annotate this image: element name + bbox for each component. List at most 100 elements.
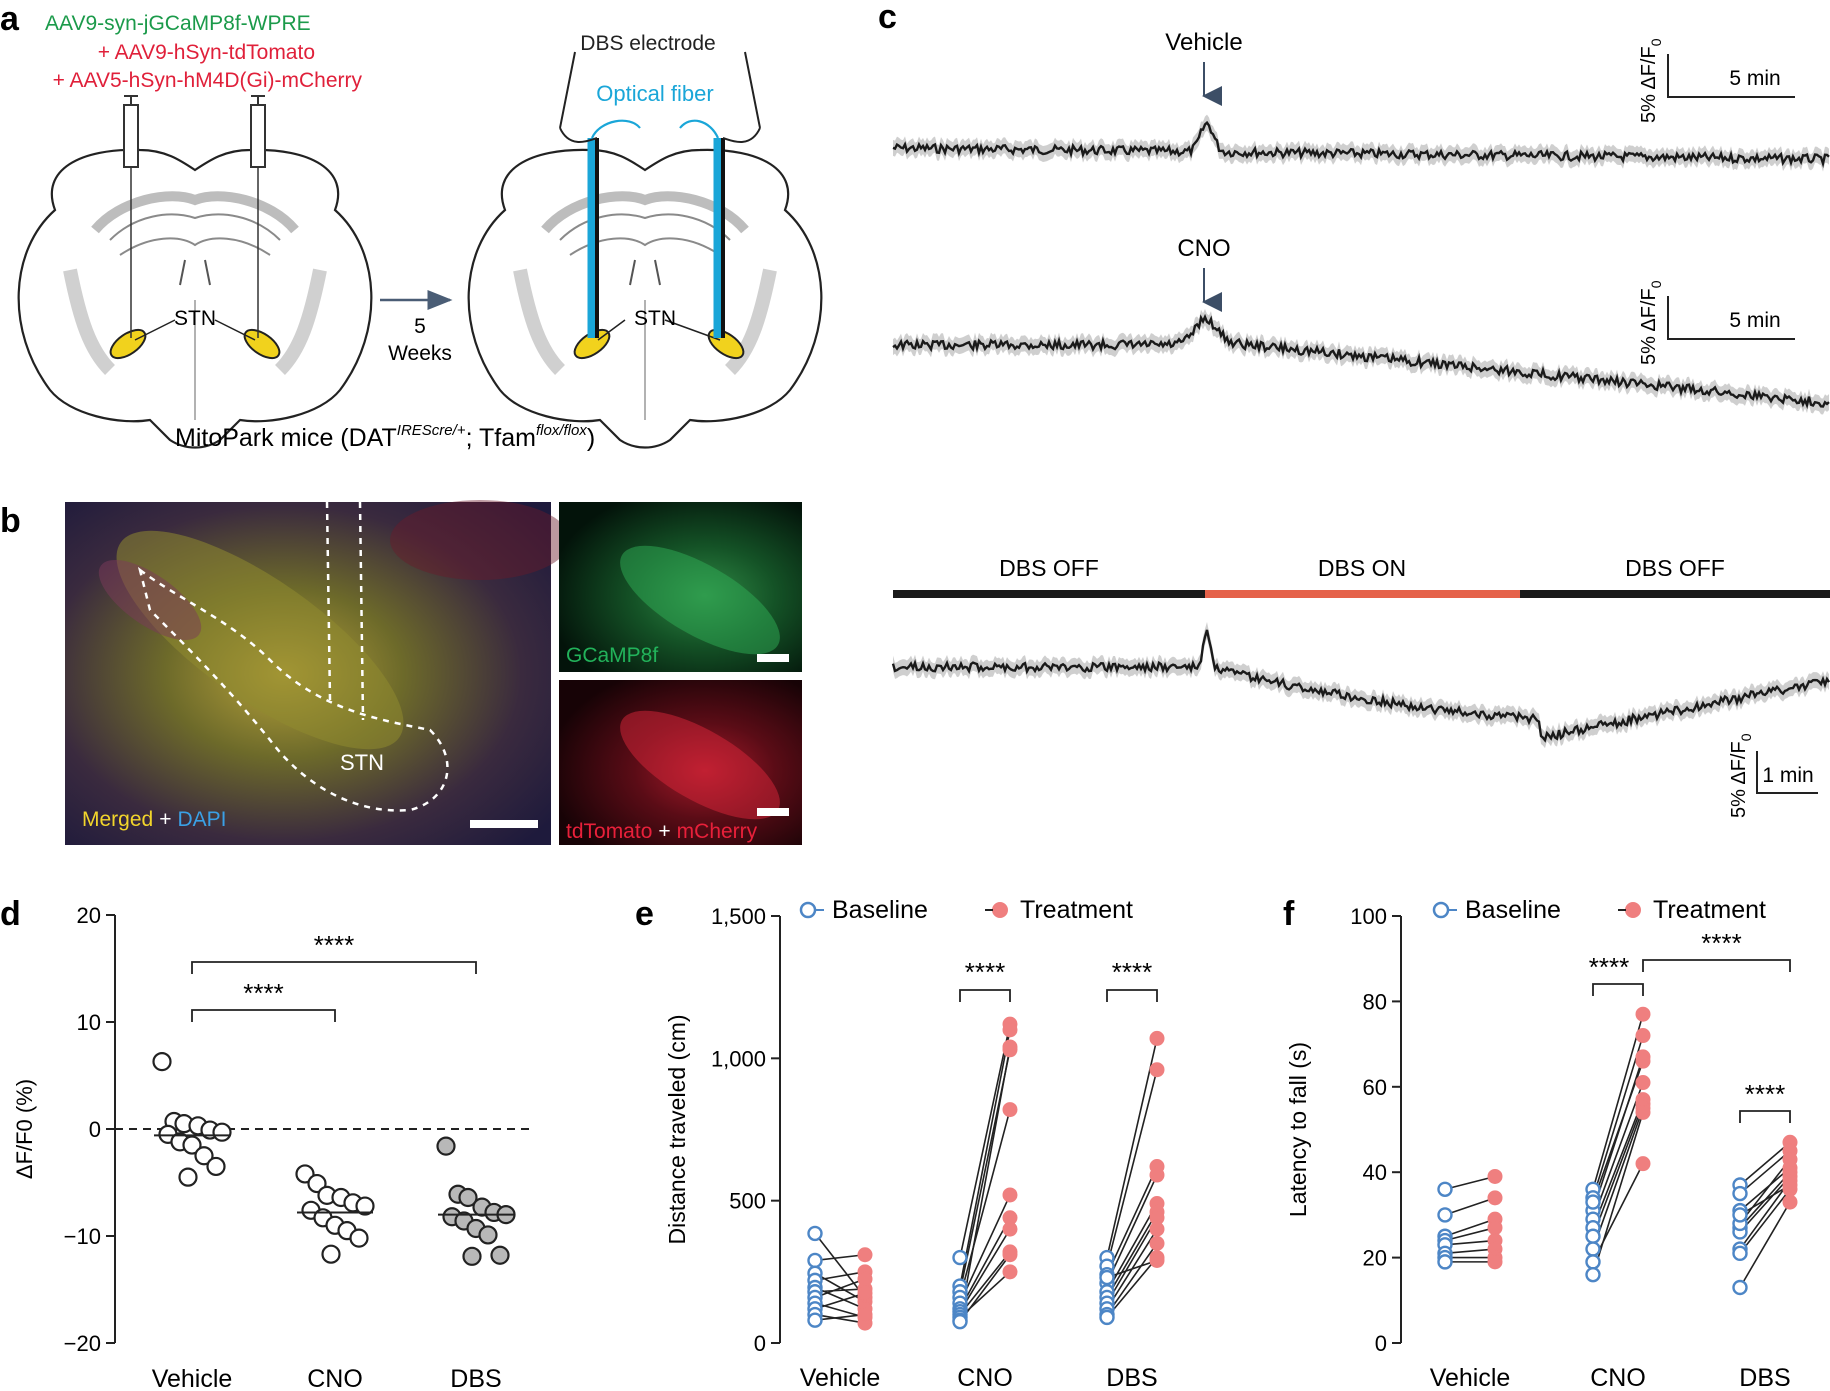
trace-label-vehicle: Vehicle [1165,29,1242,56]
e-pair-line [814,1288,866,1293]
trace-dbs-sem [893,621,1829,749]
dbs-electrode-left [587,138,599,338]
e-pair-line [1106,1259,1158,1279]
e-pair-line [959,1109,1011,1298]
e-y-tick-label: 0 [754,1331,766,1356]
e-sig-bracket [959,989,1011,1002]
d-point [478,1225,498,1245]
e-pair-line [959,1251,1011,1316]
trace-vehicle-sem [893,114,1829,172]
panel-b-micrographs [65,500,802,845]
scale-y-sub-2: 0 [1648,280,1664,288]
e-treatment-point [1149,1235,1165,1251]
f-sig-bracket [1592,983,1644,996]
mice-sup-2: flox/flox [536,422,587,439]
d-point [436,1136,456,1156]
e-pair-line [1106,1217,1158,1304]
e-y-tick-label: 1,500 [711,904,766,929]
f-pair-line [1592,1103,1644,1237]
stn-outline-dashed [137,566,449,812]
trace-cno-sem [893,308,1829,415]
optical-fiber-label: Optical fiber [596,81,713,106]
f-pair-line [1444,1226,1496,1242]
e-legend-treatment: Treatment [1020,896,1133,924]
e-treatment-point [1002,1039,1018,1055]
f-legend-treatment-marker [1625,902,1641,918]
f-baseline-point [1437,1181,1453,1197]
e-treatment-point [1002,1221,1018,1237]
scale-y-sub-1: 0 [1648,38,1664,46]
e-pair-line [814,1278,866,1299]
panel-a-schematic [17,51,823,449]
scale-y-label-2: 5% ΔF/F0 [1638,280,1664,365]
panel-letter-c: c [878,0,897,36]
f-baseline-point [1732,1279,1748,1296]
e-pair-line [814,1313,866,1322]
d-y-tick-label: −10 [64,1224,101,1249]
f-pair-line [1592,1082,1644,1220]
e-baseline-point [952,1313,968,1330]
e-pair-line [1106,1069,1158,1267]
f-legend-baseline-marker [1432,901,1450,919]
e-treatment-point [1002,1264,1018,1280]
f-treatment-point [1782,1194,1798,1210]
e-pair-line [959,1254,1011,1323]
f-y-tick-label: 20 [1363,1246,1387,1271]
f-baseline-point [1437,1254,1453,1270]
merged-scale-bar [470,820,538,828]
scale-bar-1 [1667,54,1795,98]
f-treatment-point [1487,1220,1503,1236]
stn-region-left-2 [243,328,281,360]
e-pair-line [959,1024,1011,1258]
e-pair-line [959,1046,1011,1321]
dbs-off-label-1: DBS OFF [999,555,1099,581]
e-baseline-point [807,1252,823,1269]
d-x-tick-label: DBS [450,1365,501,1391]
e-treatment-point [1149,1221,1165,1237]
f-treatment-point [1487,1168,1503,1184]
mcherry-label: mCherry [677,820,758,843]
syringe-left-1 [123,95,139,338]
f-y-tick-label: 80 [1363,989,1387,1014]
weeks-label: Weeks [388,342,452,365]
mice-mid: ; Tfam [466,424,536,452]
tdtomato-mcherry-label: tdTomato + mCherry [566,820,758,843]
f-pair-line [1592,1060,1644,1203]
f-legend-baseline: Baseline [1465,896,1561,924]
e-pair-line [959,1029,1011,1287]
d-y-tick-label: 20 [77,903,101,928]
d-point [462,1246,482,1266]
f-pair-line [1739,1175,1791,1233]
d-y-tick-label: 10 [77,1010,101,1035]
trace-label-cno: CNO [1177,235,1230,262]
stn-label-micrograph: STN [340,750,384,775]
f-baseline-point [1585,1266,1601,1283]
d-point [152,1051,172,1072]
scale-y-text-3: 5% ΔF/F [1728,741,1750,818]
e-treatment-point [1149,1030,1165,1046]
f-x-tick-label: Vehicle [1430,1364,1511,1391]
e-y-axis-label: Distance traveled (cm) [664,1014,690,1244]
tdtomato-scale-bar [757,808,789,816]
d-point [178,1167,198,1187]
f-pair-line [1739,1158,1791,1224]
f-treatment-point [1635,1028,1651,1044]
scale-bar-2 [1667,296,1795,340]
scale-y-label-3: 5% ΔF/F0 [1728,733,1754,818]
f-pair-line [1739,1201,1791,1288]
f-x-tick-label: DBS [1739,1364,1790,1391]
f-baseline-point [1585,1194,1601,1210]
f-treatment-point [1487,1254,1503,1270]
e-pair-line [814,1232,866,1298]
d-point [194,1146,214,1166]
scale-x-label-1: 5 min [1729,67,1780,90]
f-pair-line [1739,1188,1791,1254]
gcamp-label: GCaMP8f [566,644,658,667]
e-pair-line [1106,1242,1158,1315]
f-sig-label: **** [1589,952,1629,982]
f-sig-label: **** [1701,928,1741,958]
f-pair-line [1592,1035,1644,1199]
panel-c-traces [891,54,1830,794]
brain-slice-right [467,148,823,449]
dbs-off-label-2: DBS OFF [1625,555,1725,581]
